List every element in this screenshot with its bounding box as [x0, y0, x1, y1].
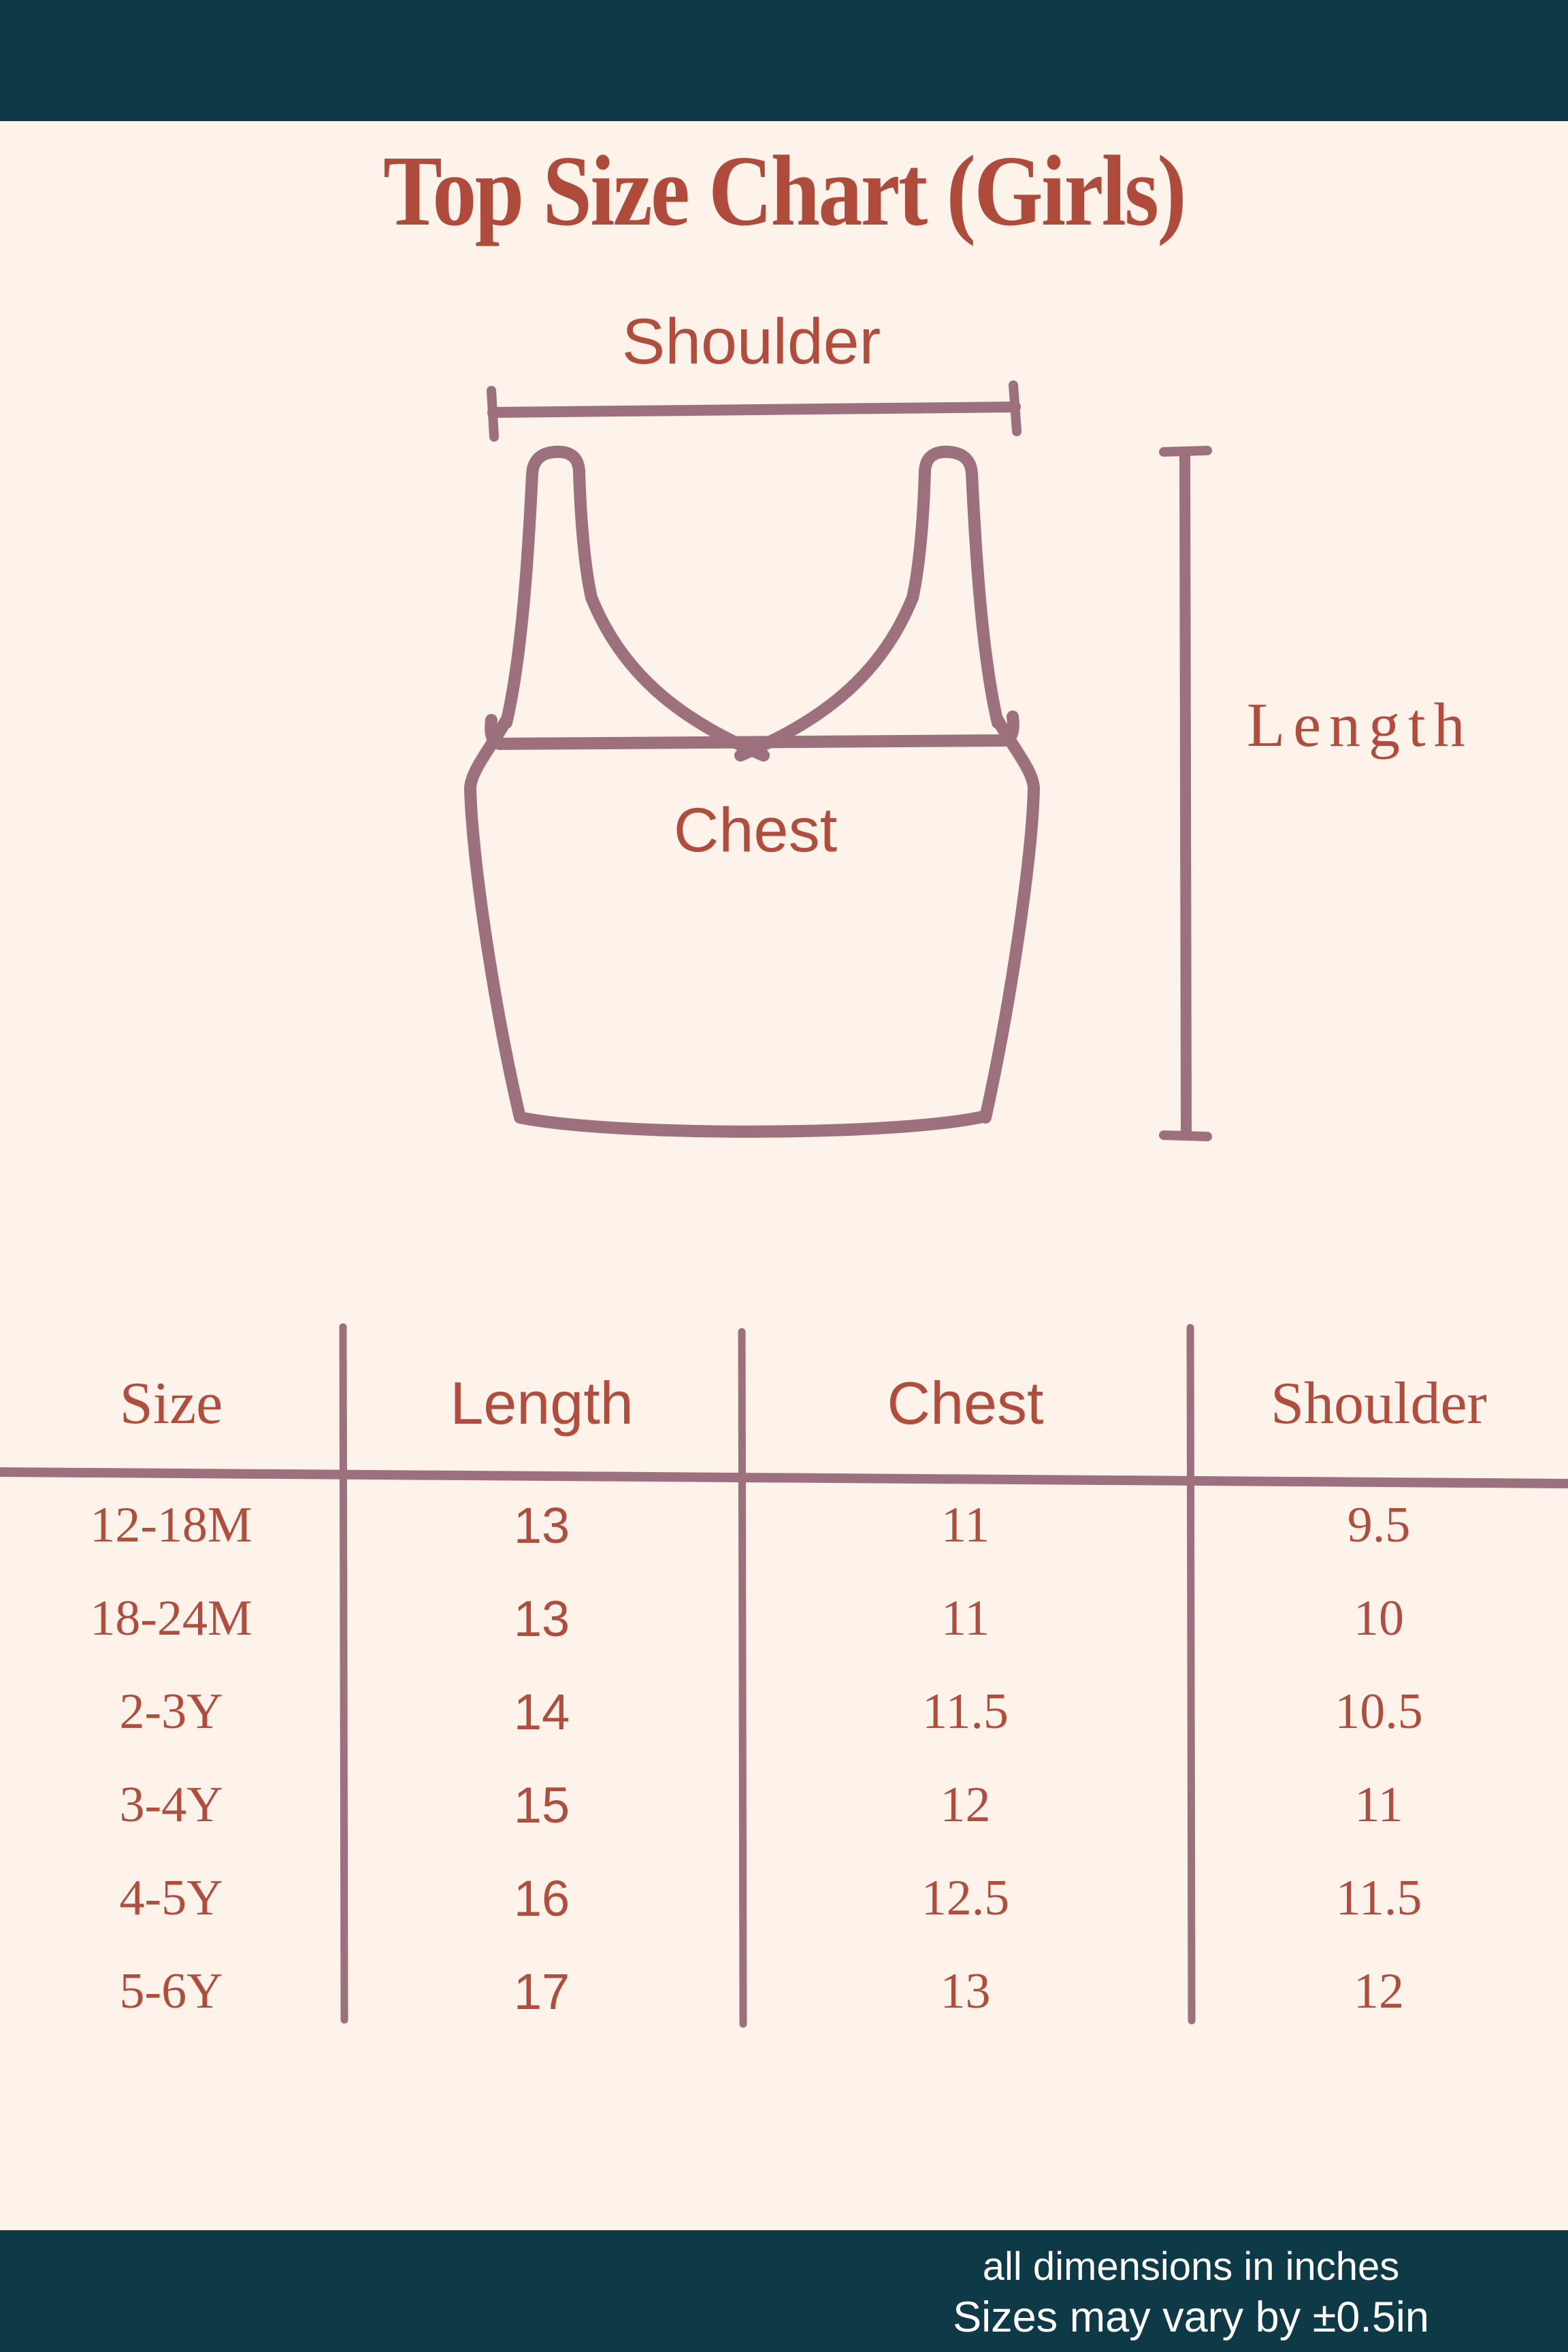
table-row: 4-5Y 16 12.5 11.5 [0, 1852, 1568, 1945]
header-shoulder: Shoulder [1271, 1370, 1487, 1437]
footer-units-note: all dimensions in inches [982, 2244, 1400, 2289]
table-header-row: Size Length Chest Shoulder [0, 1328, 1568, 1479]
cell-chest: 11 [941, 1497, 990, 1553]
cell-size: 3-4Y [119, 1777, 223, 1833]
cell-shoulder: 9.5 [1347, 1497, 1411, 1553]
cell-chest: 11 [941, 1590, 990, 1646]
size-table: Size Length Chest Shoulder 12-18M 13 11 … [0, 1328, 1568, 2038]
cell-size: 2-3Y [119, 1684, 223, 1740]
table-row: 18-24M 13 11 10 [0, 1572, 1568, 1665]
length-label: Length [1247, 690, 1473, 760]
table-row: 5-6Y 17 13 12 [0, 1945, 1568, 2038]
tank-top-outline [463, 445, 1041, 1138]
cell-length: 13 [513, 1590, 570, 1647]
cell-length: 14 [513, 1684, 570, 1740]
cell-size: 5-6Y [119, 1963, 223, 2019]
table-row: 2-3Y 14 11.5 10.5 [0, 1665, 1568, 1759]
cell-shoulder: 12 [1354, 1963, 1404, 2019]
footer-note: all dimensions in inches Sizes may vary … [844, 2239, 1538, 2348]
cell-size: 4-5Y [119, 1870, 223, 1926]
cell-chest: 11.5 [922, 1684, 1009, 1740]
cell-length: 15 [513, 1777, 570, 1833]
cell-shoulder: 11 [1354, 1777, 1403, 1833]
header-chest: Chest [887, 1369, 1044, 1437]
footer-bar [0, 2230, 1568, 2352]
shoulder-label: Shoulder [621, 306, 881, 378]
table-row: 3-4Y 15 12 11 [0, 1759, 1568, 1852]
cell-chest: 12.5 [921, 1870, 1010, 1926]
cell-length: 13 [513, 1497, 570, 1554]
cell-chest: 12 [940, 1777, 991, 1833]
length-measure-line [1159, 446, 1212, 1141]
chest-label: Chest [673, 796, 838, 865]
table-row: 12-18M 13 11 9.5 [0, 1479, 1568, 1572]
cell-size: 18-24M [90, 1590, 252, 1646]
top-header-bar [0, 0, 1568, 121]
cell-shoulder: 10.5 [1335, 1684, 1423, 1740]
shoulder-measure-line [487, 380, 1022, 442]
header-size: Size [119, 1370, 223, 1437]
cell-size: 12-18M [90, 1497, 252, 1553]
page-title: Top Size Chart (Girls) [382, 135, 1187, 247]
footer-tolerance-note: Sizes may vary by ±0.5in [953, 2293, 1429, 2341]
cell-length: 17 [513, 1963, 570, 2020]
cell-chest: 13 [940, 1963, 991, 2019]
cell-length: 16 [513, 1870, 570, 1927]
header-length: Length [450, 1369, 634, 1437]
cell-shoulder: 11.5 [1335, 1870, 1422, 1926]
cell-shoulder: 10 [1354, 1590, 1404, 1646]
